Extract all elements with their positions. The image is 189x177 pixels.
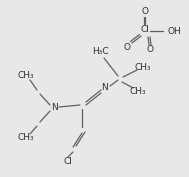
Text: O: O bbox=[123, 44, 130, 53]
Text: OH: OH bbox=[167, 27, 181, 36]
Text: Cl: Cl bbox=[64, 158, 72, 167]
Text: O: O bbox=[146, 45, 153, 55]
Text: O: O bbox=[142, 7, 149, 16]
Text: H₃C: H₃C bbox=[92, 47, 108, 56]
Text: Cl: Cl bbox=[141, 25, 149, 35]
Text: CH₃: CH₃ bbox=[18, 133, 34, 142]
Text: N: N bbox=[102, 84, 108, 93]
Text: CH₃: CH₃ bbox=[135, 64, 151, 73]
Text: CH₃: CH₃ bbox=[130, 87, 146, 96]
Text: CH₃: CH₃ bbox=[18, 72, 34, 81]
Text: N: N bbox=[51, 104, 57, 113]
